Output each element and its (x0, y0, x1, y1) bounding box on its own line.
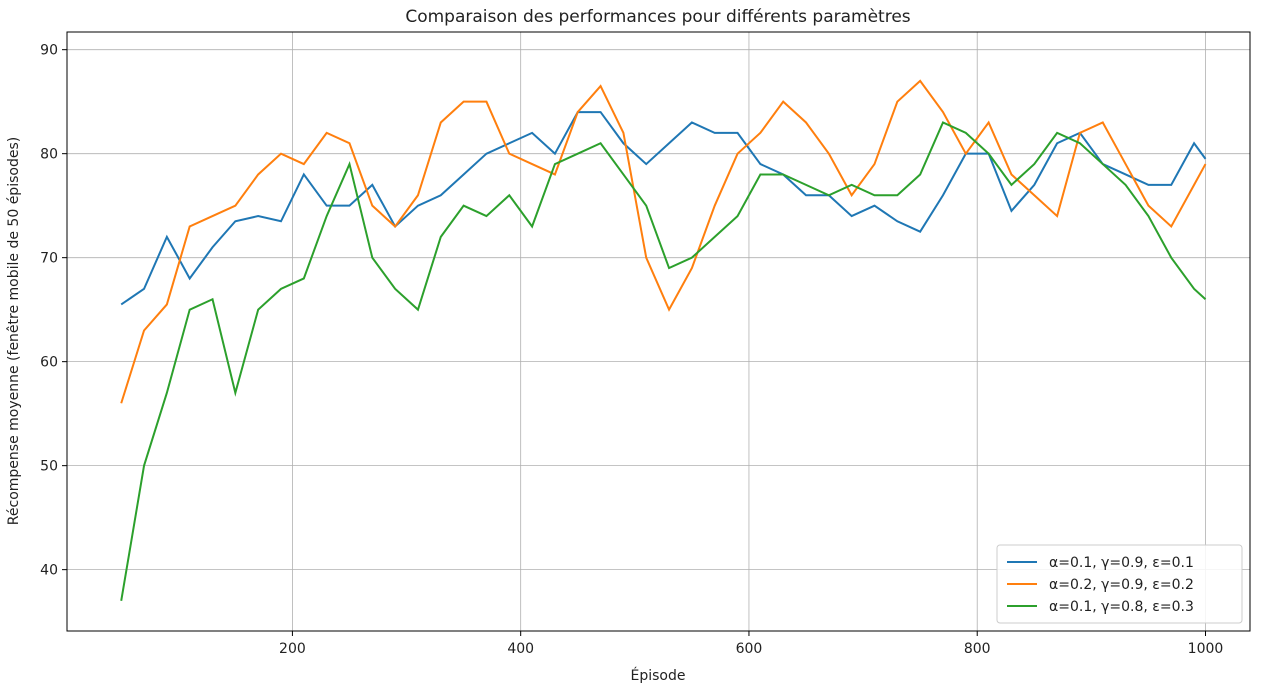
x-tick-label: 200 (279, 641, 306, 657)
y-tick-label: 60 (40, 355, 58, 371)
plot-frame (66, 31, 1251, 632)
series-line (120, 79, 1207, 404)
legend-box (996, 544, 1243, 624)
y-tick-label: 70 (40, 251, 58, 267)
legend: α=0.1, γ=0.9, ε=0.1 α=0.2, γ=0.9, ε=0.2 α=… (996, 544, 1243, 624)
x-tick-label: 1000 (1188, 641, 1224, 657)
series-line (120, 121, 1207, 602)
series-line (120, 111, 1207, 306)
x-tick-label: 800 (964, 641, 991, 657)
x-axis-label: Épisode (631, 667, 686, 684)
y-axis-label: Récompense moyenne (fenêtre mobile de 50… (6, 137, 22, 525)
y-tick-label: 50 (40, 459, 58, 475)
y-tick-label: 40 (40, 563, 58, 579)
legend-label: α=0.1, γ=0.9, ε=0.1 (1049, 555, 1194, 571)
chart-title: Comparaison des performances pour différ… (405, 7, 910, 27)
x-tick-label: 600 (736, 641, 763, 657)
x-tick-label: 400 (507, 641, 534, 657)
y-tick-label: 80 (40, 147, 58, 163)
legend-label: α=0.1, γ=0.8, ε=0.3 (1049, 599, 1194, 615)
y-tick-label: 90 (40, 43, 58, 59)
legend-label: α=0.2, γ=0.9, ε=0.2 (1049, 577, 1194, 593)
